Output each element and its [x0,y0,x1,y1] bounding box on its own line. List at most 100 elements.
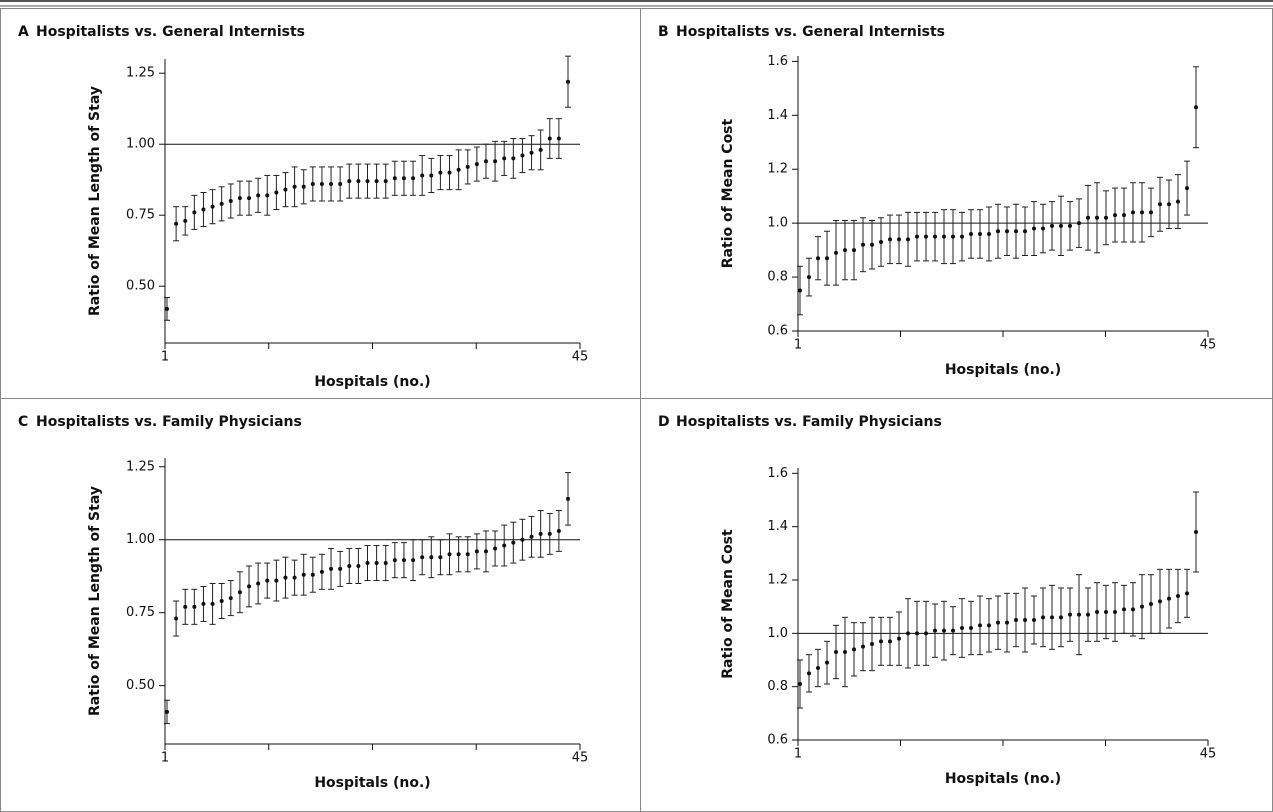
point [942,234,946,239]
point [438,555,443,560]
y-tick-label: 0.50 [126,279,155,294]
point [374,179,379,184]
point [1113,213,1117,218]
point [816,256,820,261]
x-axis-title: Hospitals (no.) [314,374,430,390]
point [888,237,892,242]
point [247,584,252,589]
x-tick-label: 1 [161,751,169,766]
point [852,248,856,253]
x-tick-label: 1 [794,747,802,762]
point [256,581,261,586]
y-tick-label: 0.8 [767,679,788,694]
point [924,234,928,239]
point [274,190,279,195]
y-tick-label: 1.25 [126,66,155,81]
point [969,231,973,236]
point [933,628,937,633]
point [228,199,233,203]
point [511,156,516,161]
x-tick-label: 45 [572,350,589,365]
point [292,575,297,580]
point [1032,226,1036,231]
point [265,193,270,198]
point [502,543,507,548]
point [456,167,461,172]
point [566,79,570,84]
point [1140,210,1144,215]
point [996,620,1000,625]
point [1167,596,1171,601]
point [347,179,352,184]
point [1158,202,1162,207]
point [429,173,434,178]
point [987,231,991,236]
point [383,179,388,184]
x-tick-label: 45 [572,751,589,766]
point [861,644,865,649]
point [942,628,946,633]
x-tick-label: 1 [161,350,169,365]
point [265,578,270,583]
point [292,184,297,189]
x-tick-label: 45 [1200,338,1217,353]
point [474,549,479,554]
point [1104,610,1108,614]
point [798,288,802,293]
point [825,256,829,261]
panel-letter: D [658,414,670,430]
point [165,709,169,714]
point [301,572,306,577]
point [1131,210,1135,215]
point [1050,223,1054,228]
point [329,181,334,186]
point [1068,223,1072,228]
y-tick-label: 1.0 [767,216,788,231]
x-axis-title: Hospitals (no.) [314,775,430,791]
point [1104,215,1108,220]
y-tick-label: 0.75 [126,208,155,223]
point [969,626,973,630]
point [1095,215,1099,220]
y-tick-label: 0.75 [126,605,155,620]
y-tick-label: 0.50 [126,678,155,693]
point [219,599,224,603]
point [978,623,982,628]
point [429,555,434,560]
point [924,631,928,636]
point [493,546,498,551]
y-tick-label: 1.0 [767,626,788,641]
x-axis-title: Hospitals (no.) [945,362,1061,378]
point [319,181,324,186]
point [1023,229,1027,234]
point [1194,530,1198,534]
point [1185,591,1189,596]
point [960,626,964,630]
panel-title: Hospitalists vs. Family Physicians [676,414,942,430]
panel-letter: A [18,24,29,40]
point [392,558,397,563]
point [1113,610,1117,614]
point [192,604,197,609]
point [447,552,452,557]
point [165,306,169,311]
frame [0,8,1273,812]
y-tick-label: 0.6 [767,324,788,339]
point [1023,618,1027,622]
point [347,563,352,568]
point [210,601,215,606]
point [219,201,224,206]
point [310,572,315,577]
point [547,531,552,536]
point [861,242,865,247]
panel-letter: B [658,24,669,40]
point [897,636,901,641]
point [807,275,811,280]
point [1140,604,1144,609]
point [483,549,488,554]
point [1077,612,1081,617]
y-tick-label: 1.00 [126,137,155,152]
point [1149,602,1153,606]
point [825,660,829,665]
point [447,170,452,175]
